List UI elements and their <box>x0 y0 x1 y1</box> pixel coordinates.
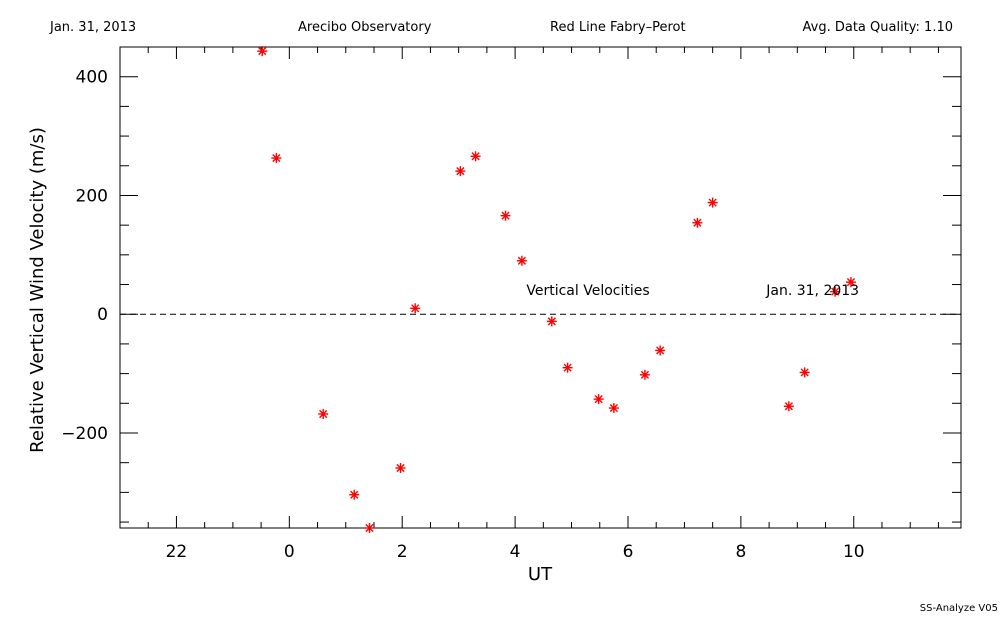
data-point-stroke <box>831 287 840 296</box>
data-point <box>470 151 481 162</box>
data-point-stroke <box>411 304 420 313</box>
data-point-stroke <box>471 152 480 161</box>
data-point <box>593 394 604 405</box>
data-point <box>830 286 841 297</box>
data-point-stroke <box>693 218 702 227</box>
chart-annotation: Jan. 31, 2013 <box>765 283 859 299</box>
x-tick-label: 2 <box>397 542 408 562</box>
x-tick-label: 6 <box>623 542 634 562</box>
data-point-stroke <box>846 278 856 287</box>
y-tick-label: 200 <box>76 186 108 206</box>
data-point <box>500 210 511 221</box>
data-point-stroke <box>258 47 267 56</box>
y-tick-label: 0 <box>97 305 108 325</box>
x-axis-label: UT <box>528 564 553 585</box>
chart-annotation: Vertical Velocities <box>526 283 649 299</box>
data-point <box>562 362 573 373</box>
header-observatory: Arecibo Observatory <box>298 20 432 35</box>
y-axis-label: Relative Vertical Wind Velocity (m/s) <box>27 127 48 453</box>
data-point <box>707 197 718 208</box>
header-date: Jan. 31, 2013 <box>49 20 136 35</box>
data-point <box>799 367 810 378</box>
data-point-stroke <box>456 167 465 176</box>
data-point-stroke <box>501 211 510 220</box>
data-point <box>783 401 794 412</box>
annotations: Vertical Velocities Jan. 31, 2013 <box>526 283 859 299</box>
data-point <box>639 369 650 380</box>
y-tick-label: −200 <box>61 424 108 444</box>
data-point <box>516 255 527 266</box>
data-point-stroke <box>640 370 650 379</box>
footer-software: SS-Analyze V05 <box>920 603 998 614</box>
data-point-stroke <box>319 409 328 419</box>
data-point-stroke <box>272 153 281 163</box>
data-point-stroke <box>563 363 572 372</box>
plot-frame <box>119 46 962 529</box>
data-point <box>395 463 406 474</box>
data-point-stroke <box>708 198 717 207</box>
data-point <box>455 166 466 177</box>
y-tick-label: 400 <box>76 68 108 88</box>
data-point-stroke <box>800 368 809 377</box>
data-point-stroke <box>656 346 665 355</box>
data-point <box>655 345 666 356</box>
data-point <box>845 277 856 288</box>
data-point <box>608 403 619 414</box>
x-tick-label: 8 <box>735 542 746 562</box>
data-point-stroke <box>609 403 618 413</box>
data-point <box>349 489 360 500</box>
data-point <box>364 523 375 533</box>
data-point <box>410 303 421 314</box>
data-point <box>546 316 557 327</box>
data-point <box>257 46 268 57</box>
x-tick-label: 0 <box>284 542 295 562</box>
data-point <box>318 408 329 419</box>
x-tick-label: 4 <box>510 542 521 562</box>
x-tick-label: 22 <box>166 542 188 562</box>
data-point-stroke <box>396 463 405 473</box>
data-point-stroke <box>547 317 556 326</box>
data-point-stroke <box>365 523 374 533</box>
axis-ticks: 22 0 2 4 6 8 10 400 200 0 −200 <box>61 46 961 562</box>
data-point <box>271 153 282 164</box>
data-point-stroke <box>784 402 793 411</box>
x-tick-label: 10 <box>843 542 865 562</box>
data-point <box>692 217 703 228</box>
data-points <box>257 46 856 533</box>
data-point-stroke <box>350 490 359 499</box>
header-quality: Avg. Data Quality: 1.10 <box>803 20 953 35</box>
header-instrument: Red Line Fabry–Perot <box>550 20 686 35</box>
data-point-stroke <box>517 256 526 265</box>
data-point-stroke <box>594 395 603 404</box>
